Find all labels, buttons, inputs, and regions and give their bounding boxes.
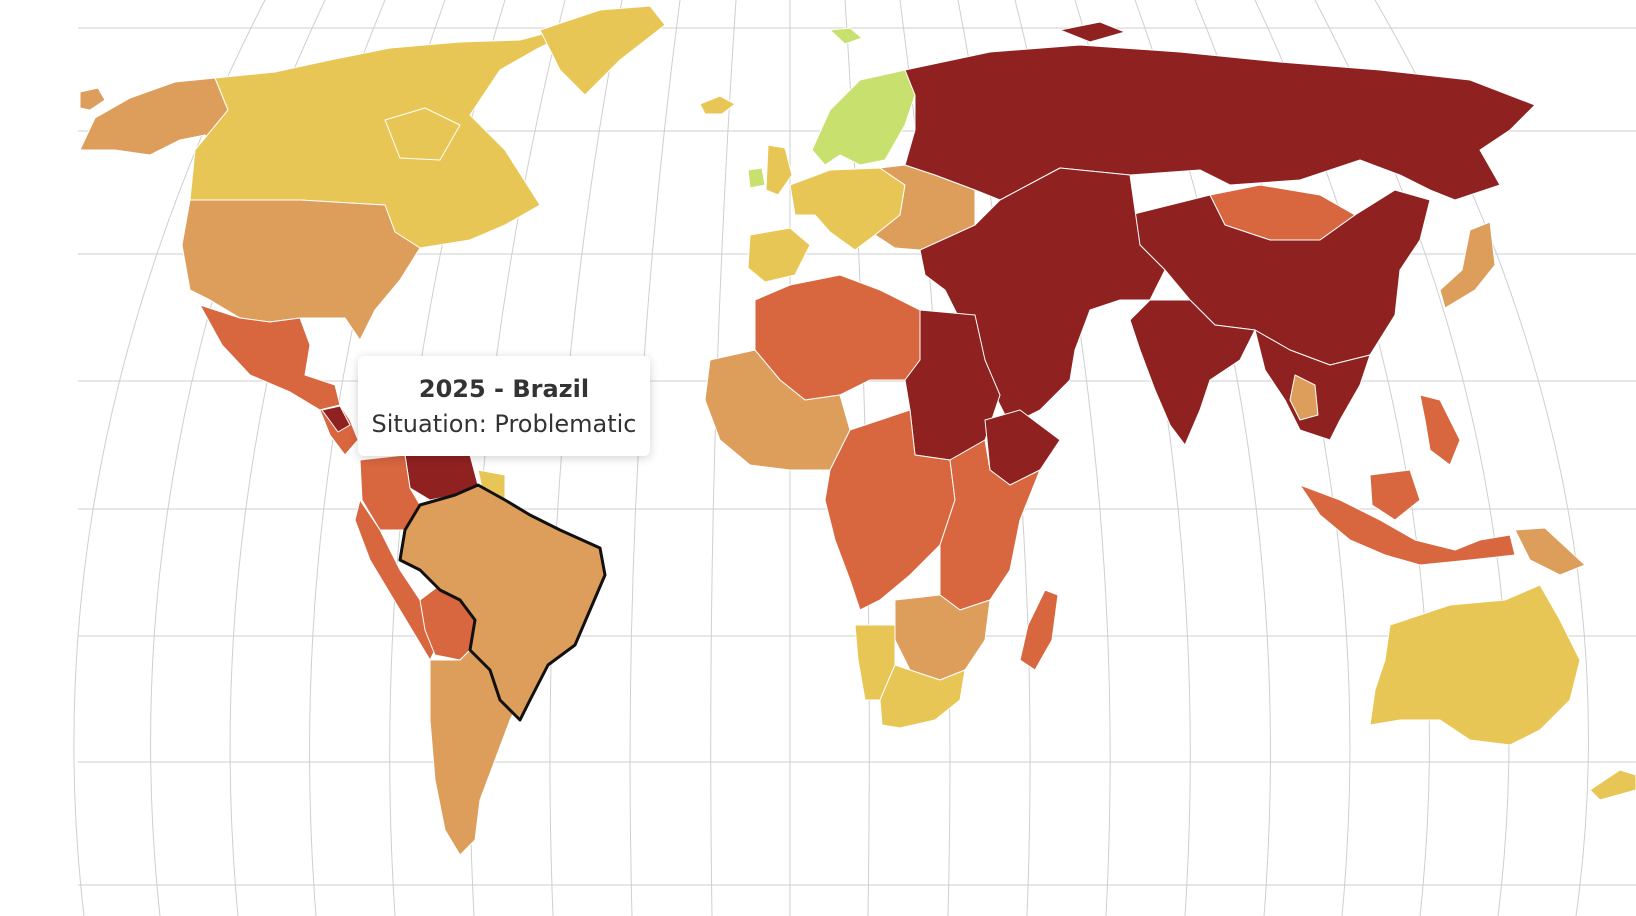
- country-russia[interactable]: [904, 44, 1536, 201]
- country-new-zealand[interactable]: [1589, 769, 1636, 801]
- country-brazil[interactable]: [398, 483, 607, 722]
- country-southern-africa[interactable]: [894, 594, 991, 681]
- country-horn-of-africa[interactable]: [984, 409, 1061, 486]
- country-india[interactable]: [1129, 299, 1256, 446]
- country-nicaragua[interactable]: [321, 405, 351, 433]
- country-greenland[interactable]: [539, 5, 666, 96]
- country-thailand[interactable]: [1289, 374, 1319, 421]
- tooltip-situation: Situation: Problematic: [371, 410, 637, 438]
- country-south-africa[interactable]: [879, 664, 966, 729]
- country-canada-island[interactable]: [384, 107, 461, 161]
- grid-meridian: [710, 0, 737, 916]
- country-east-africa[interactable]: [939, 439, 1041, 611]
- country-philippines[interactable]: [1419, 394, 1461, 466]
- country-central-africa[interactable]: [824, 409, 956, 611]
- country-madagascar[interactable]: [1019, 589, 1059, 671]
- country-alaska-tip[interactable]: [79, 87, 106, 111]
- tooltip-title: 2025 - Brazil: [418, 375, 590, 403]
- grid-meridian: [629, 0, 681, 916]
- grid-meridian: [549, 0, 623, 916]
- country-iberia[interactable]: [747, 227, 811, 283]
- country-png[interactable]: [1514, 527, 1586, 576]
- country-usa[interactable]: [181, 199, 421, 341]
- country-indonesia[interactable]: [1299, 484, 1516, 566]
- country-ireland[interactable]: [747, 167, 766, 189]
- country-borneo[interactable]: [1369, 469, 1421, 521]
- country-uk[interactable]: [765, 144, 793, 196]
- country-svalbard[interactable]: [829, 27, 863, 45]
- country-iceland[interactable]: [699, 95, 736, 115]
- country-tooltip: 2025 - Brazil Situation: Problematic: [358, 356, 650, 456]
- country-australia[interactable]: [1369, 584, 1581, 746]
- country-mexico[interactable]: [199, 304, 341, 411]
- country-russia-island[interactable]: [1059, 21, 1126, 43]
- country-scandinavia[interactable]: [811, 69, 916, 166]
- countries-layer: [79, 5, 1636, 856]
- country-japan[interactable]: [1439, 221, 1496, 309]
